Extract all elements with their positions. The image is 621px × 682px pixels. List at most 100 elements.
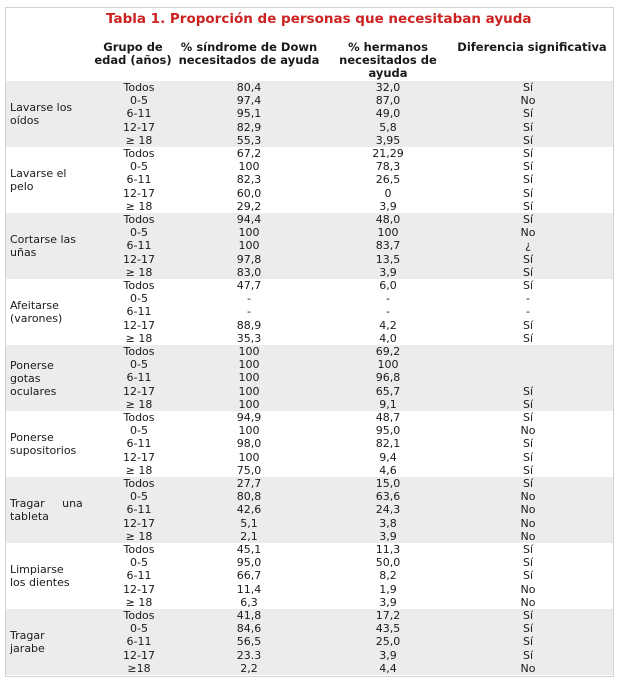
age-cell: ≥18: [127, 661, 151, 675]
age-cell: 6-11: [126, 503, 152, 517]
table-group: Cortarse las uñas Todos 94,4 48,0 Sí 0-5 100 100…: [6, 213, 613, 279]
table-row: 12-17 60,0 0 Sí: [6, 187, 613, 200]
activity-label: Tragar jarabe: [10, 629, 45, 655]
down-value-cell: 100: [238, 345, 260, 358]
age-cell: Todos: [123, 345, 155, 358]
table-row: 12-17 100 65,7 Sí: [6, 385, 613, 398]
table-row: ≥ 18 55,3 3,95 Sí: [6, 134, 613, 147]
siblings-value-cell: 8,2: [379, 569, 397, 583]
down-value-cell: 98,0: [236, 437, 262, 451]
age-cell: 12-17: [123, 450, 155, 464]
table-row: 0-5 - - -: [6, 292, 613, 305]
siblings-value-cell: 100: [377, 358, 399, 372]
age-cell: 12-17: [123, 582, 155, 596]
difference-cell: Sí: [522, 648, 534, 662]
age-cell: 12-17: [123, 648, 155, 662]
siblings-value-cell: 4,2: [379, 318, 397, 332]
difference-cell: Sí: [522, 569, 534, 583]
difference-cell: Sí: [522, 635, 534, 649]
down-value-cell: 100: [238, 226, 260, 240]
down-value-cell: 41,8: [236, 609, 262, 622]
down-value-cell: 94,4: [236, 213, 262, 226]
table-group: Tragar una tableta Todos 27,7 15,0 Sí 0-5 80,8 6…: [6, 477, 613, 543]
difference-cell: Sí: [522, 213, 534, 226]
siblings-value-cell: 32,0: [375, 81, 401, 94]
table-row: 0-5 100 95,0 No: [6, 424, 613, 437]
siblings-value-cell: 21,29: [372, 147, 404, 160]
difference-cell: Sí: [522, 133, 534, 147]
down-value-cell: 47,7: [236, 279, 262, 292]
down-value-cell: 97,4: [236, 94, 262, 108]
difference-cell: Sí: [522, 318, 534, 332]
siblings-value-cell: 43,5: [375, 622, 401, 636]
header-down-syndrome: % síndrome de Down necesitados de ayuda: [178, 40, 320, 67]
siblings-value-cell: 49,0: [375, 107, 401, 121]
activity-label: Lavarse los oídos: [10, 101, 73, 127]
difference-cell: No: [520, 490, 536, 504]
siblings-value-cell: -: [386, 292, 390, 306]
difference-cell: Sí: [522, 160, 534, 174]
age-cell: 6-11: [126, 173, 152, 187]
table-row: ≥ 18 35,3 4,0 Sí: [6, 332, 613, 345]
age-cell: 12-17: [123, 318, 155, 332]
age-cell: ≥ 18: [125, 397, 153, 411]
table-group: Afeitarse (varones) Todos 47,7 6,0 Sí 0-5- - -6-…: [6, 279, 613, 345]
down-value-cell: 100: [238, 358, 260, 372]
age-cell: 0-5: [130, 490, 148, 504]
down-value-cell: 100: [238, 371, 260, 385]
difference-cell: No: [520, 516, 536, 530]
age-cell: 12-17: [123, 384, 155, 398]
siblings-value-cell: 3,9: [379, 648, 397, 662]
table-row: 0-5 100 100: [6, 358, 613, 371]
table-row: 0-5 100 100 No: [6, 226, 613, 239]
activity-label: Limpiarse los dientes: [10, 563, 70, 589]
siblings-value-cell: 63,6: [375, 490, 401, 504]
table-row: Todos 80,4 32,0 Sí: [6, 81, 613, 94]
siblings-value-cell: 9,1: [379, 397, 397, 411]
down-value-cell: 80,8: [236, 490, 262, 504]
table-row: 6-11 - - -: [6, 305, 613, 318]
down-value-cell: 100: [238, 397, 260, 411]
down-value-cell: 42,6: [236, 503, 262, 517]
table-frame: Tabla 1. Proporción de personas que nece…: [5, 7, 614, 677]
siblings-value-cell: 69,2: [375, 345, 401, 358]
table-row: 12-17 100 9,4 Sí: [6, 451, 613, 464]
siblings-value-cell: 82,1: [375, 437, 401, 451]
down-value-cell: 100: [238, 239, 260, 253]
activity-label: Cortarse las uñas: [10, 233, 77, 259]
table-row: 12-17 5,1 3,8 No: [6, 517, 613, 530]
siblings-value-cell: 100: [377, 226, 399, 240]
age-cell: 0-5: [130, 358, 148, 372]
down-value-cell: 60,0: [236, 186, 262, 200]
siblings-value-cell: 3,9: [379, 265, 397, 279]
table-row: Todos 45,1 11,3 Sí: [6, 543, 613, 556]
down-value-cell: 2,2: [240, 661, 258, 675]
siblings-value-cell: 9,4: [379, 450, 397, 464]
siblings-value-cell: 6,0: [379, 279, 397, 292]
table-row: ≥ 18 6,3 3,9 No: [6, 596, 613, 609]
age-cell: 0-5: [130, 556, 148, 570]
down-value-cell: 55,3: [236, 133, 262, 147]
siblings-value-cell: 0: [384, 186, 392, 200]
siblings-value-cell: 3,9: [379, 199, 397, 213]
down-value-cell: 95,0: [236, 556, 262, 570]
down-value-cell: 100: [238, 424, 260, 438]
down-value-cell: 94,9: [236, 411, 262, 424]
siblings-value-cell: 4,6: [379, 463, 397, 477]
siblings-value-cell: 48,7: [375, 411, 401, 424]
table-row: 6-11 100 96,8: [6, 371, 613, 384]
header-age-group: Grupo de edad (años): [94, 40, 172, 67]
siblings-value-cell: 5,8: [379, 120, 397, 134]
difference-cell: Sí: [522, 107, 534, 121]
difference-cell: No: [520, 595, 536, 609]
siblings-value-cell: 24,3: [375, 503, 401, 517]
difference-cell: Sí: [522, 384, 534, 398]
difference-cell: Sí: [522, 477, 534, 490]
activity-label: Tragar una tableta: [10, 497, 83, 523]
difference-cell: No: [520, 503, 536, 517]
difference-cell: Sí: [522, 463, 534, 477]
siblings-value-cell: 96,8: [375, 371, 401, 385]
siblings-value-cell: 50,0: [375, 556, 401, 570]
age-cell: 0-5: [130, 424, 148, 438]
table-row: Todos 100 69,2: [6, 345, 613, 358]
